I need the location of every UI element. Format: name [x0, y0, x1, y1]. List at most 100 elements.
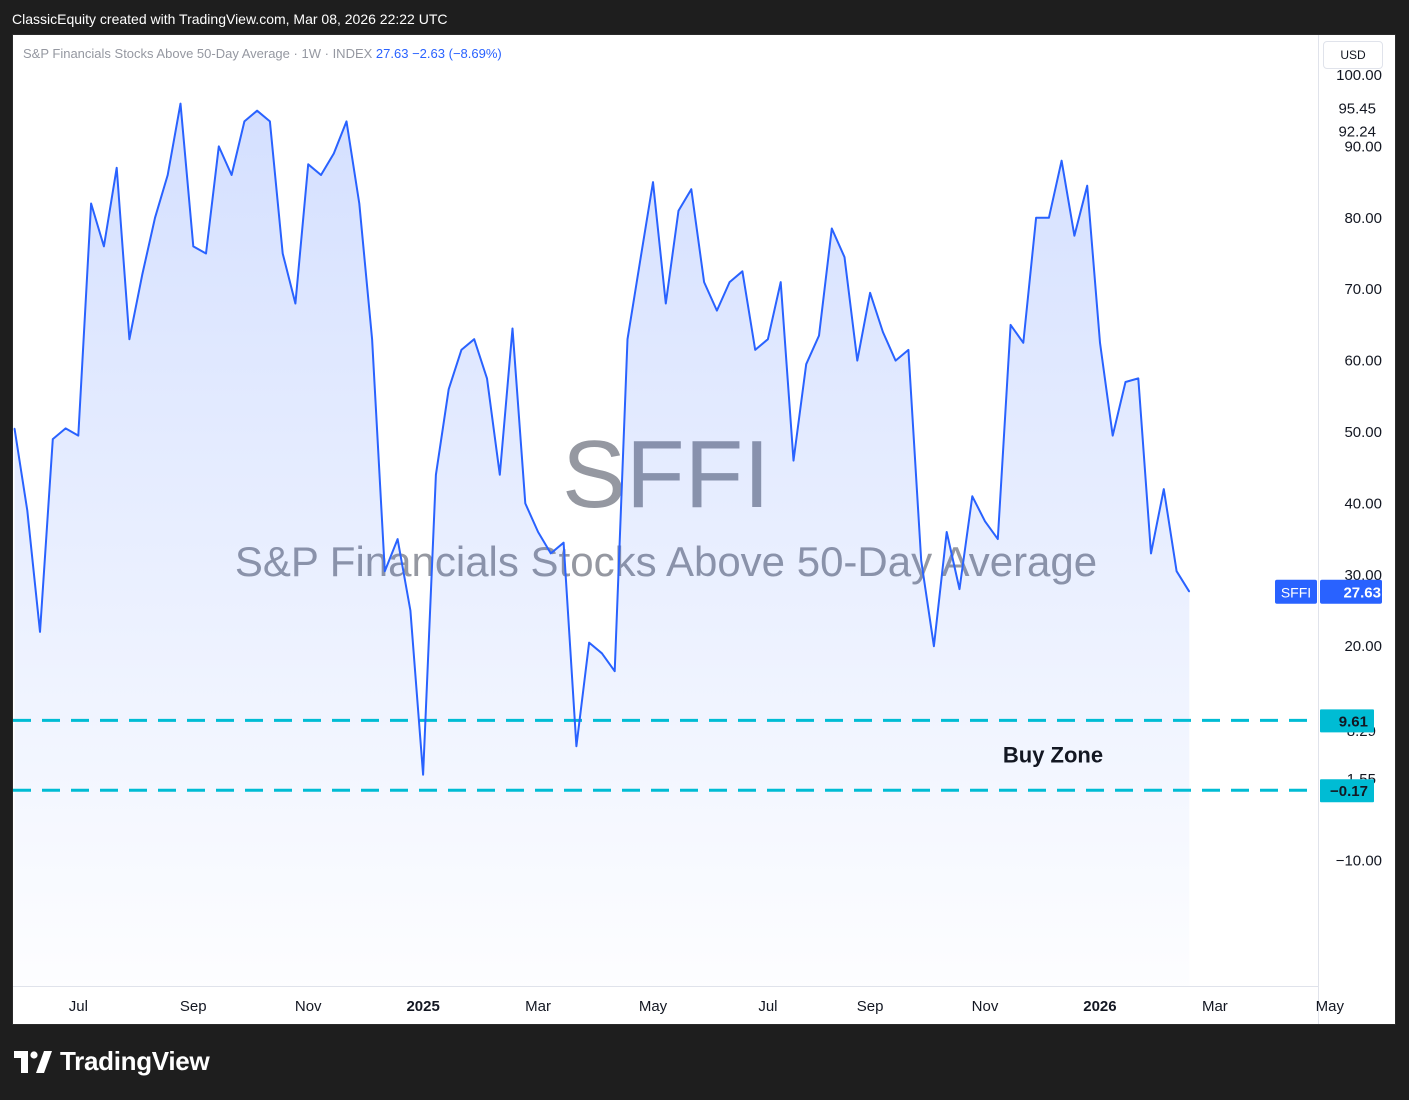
data-point-85 [1099, 342, 1101, 344]
data-point-49 [639, 260, 641, 262]
data-point-29 [384, 570, 386, 572]
data-point-78 [1010, 324, 1012, 326]
data-point-24 [320, 174, 322, 176]
series-area-fill [14, 103, 1190, 987]
data-point-15 [205, 252, 207, 255]
tradingview-logo-icon [14, 1050, 52, 1073]
y-tick-label: 90.00 [1344, 138, 1382, 155]
chart-frame[interactable]: SFFI S&P Financials Stocks Above 50-Day A… [12, 34, 1396, 1025]
data-point-90 [1163, 488, 1165, 490]
data-point-80 [1035, 217, 1037, 219]
x-tick-label: Mar [525, 998, 551, 1015]
data-point-5 [77, 435, 79, 437]
chart-svg[interactable]: SFFI S&P Financials Stocks Above 50-Day A… [13, 35, 1396, 1025]
boxed-price-label-bg [1320, 779, 1374, 803]
data-point-10 [141, 274, 143, 276]
x-tick-label: May [1316, 998, 1345, 1015]
data-point-44 [575, 745, 578, 747]
data-point-51 [665, 302, 667, 305]
data-point-25 [333, 152, 335, 155]
data-point-54 [703, 281, 705, 283]
legend-last: 27.63 [375, 46, 409, 61]
data-point-13 [179, 103, 182, 105]
data-point-23 [307, 163, 309, 165]
buy-zone-label: Buy Zone [1003, 742, 1103, 767]
data-point-63 [818, 335, 820, 337]
data-point-33 [435, 474, 437, 476]
data-point-4 [65, 427, 67, 429]
data-point-37 [486, 377, 488, 379]
data-point-62 [805, 363, 807, 365]
y-tick-label: 30.00 [1344, 567, 1382, 584]
currency-button[interactable]: USD [1323, 41, 1383, 69]
data-point-0 [13, 427, 16, 429]
data-point-39 [511, 327, 514, 330]
data-point-11 [154, 217, 156, 219]
data-point-34 [448, 388, 450, 390]
y-tick-label: −10.00 [1336, 852, 1382, 869]
y-tick-label: 100.00 [1336, 67, 1382, 84]
data-point-36 [473, 338, 475, 340]
y-tick-label: 40.00 [1344, 495, 1382, 512]
symbol-tag: SFFI [1281, 585, 1311, 601]
data-point-31 [409, 609, 411, 612]
data-point-60 [780, 281, 782, 283]
x-tick-label: Nov [295, 998, 322, 1015]
legend-name: S&P Financials Stocks Above 50-Day Avera… [23, 46, 290, 61]
data-point-55 [716, 310, 718, 312]
data-point-89 [1150, 552, 1152, 555]
data-point-72 [933, 645, 935, 647]
data-point-19 [256, 110, 258, 112]
data-point-35 [460, 349, 462, 351]
data-point-32 [422, 774, 424, 776]
x-tick-label: Jul [758, 998, 777, 1015]
data-point-76 [984, 520, 986, 522]
data-point-1 [26, 509, 28, 512]
axis-value-label: 95.45 [1338, 100, 1376, 117]
data-point-38 [499, 474, 501, 476]
axis-label-bg [1320, 120, 1382, 142]
data-point-61 [792, 460, 795, 462]
last-price-label: 27.63 [1343, 585, 1381, 602]
data-point-47 [614, 670, 616, 672]
price-axis-bg [1319, 35, 1395, 1024]
boxed-price-label-bg [1320, 709, 1374, 733]
legend-change: −2.63 [412, 46, 445, 61]
data-point-18 [243, 120, 245, 122]
axis-value-label: 92.24 [1338, 123, 1376, 140]
data-point-67 [869, 292, 871, 294]
data-point-17 [231, 174, 233, 176]
data-point-86 [1112, 435, 1114, 437]
data-point-12 [167, 174, 169, 176]
data-point-42 [550, 552, 552, 555]
x-tick-label: 2026 [1083, 998, 1116, 1015]
legend-exchange: INDEX [332, 46, 373, 61]
legend-interval: 1W [301, 46, 321, 61]
chart-legend: S&P Financials Stocks Above 50-Day Avera… [23, 46, 502, 61]
data-point-82 [1061, 160, 1063, 162]
data-point-43 [563, 542, 565, 544]
data-point-66 [856, 360, 858, 362]
data-point-7 [103, 245, 105, 247]
data-point-48 [626, 338, 629, 340]
y-tick-label: 80.00 [1344, 210, 1382, 227]
data-point-53 [690, 188, 692, 190]
data-point-59 [767, 338, 769, 340]
data-point-79 [1022, 342, 1024, 344]
data-point-6 [90, 202, 92, 205]
axis-label-bg [1320, 97, 1382, 119]
data-point-21 [282, 252, 284, 255]
data-point-74 [958, 588, 961, 590]
legend-sep: · [324, 46, 333, 61]
data-point-71 [920, 559, 922, 562]
data-point-9 [128, 338, 130, 340]
data-point-65 [843, 256, 846, 258]
symbol-tag-bg [1275, 579, 1317, 604]
data-point-83 [1073, 235, 1075, 237]
y-tick-label: 50.00 [1344, 424, 1382, 441]
data-point-26 [345, 120, 348, 122]
x-tick-label: 2025 [406, 998, 439, 1015]
data-point-58 [754, 349, 756, 351]
data-point-41 [537, 531, 539, 533]
data-point-92 [1188, 591, 1190, 593]
